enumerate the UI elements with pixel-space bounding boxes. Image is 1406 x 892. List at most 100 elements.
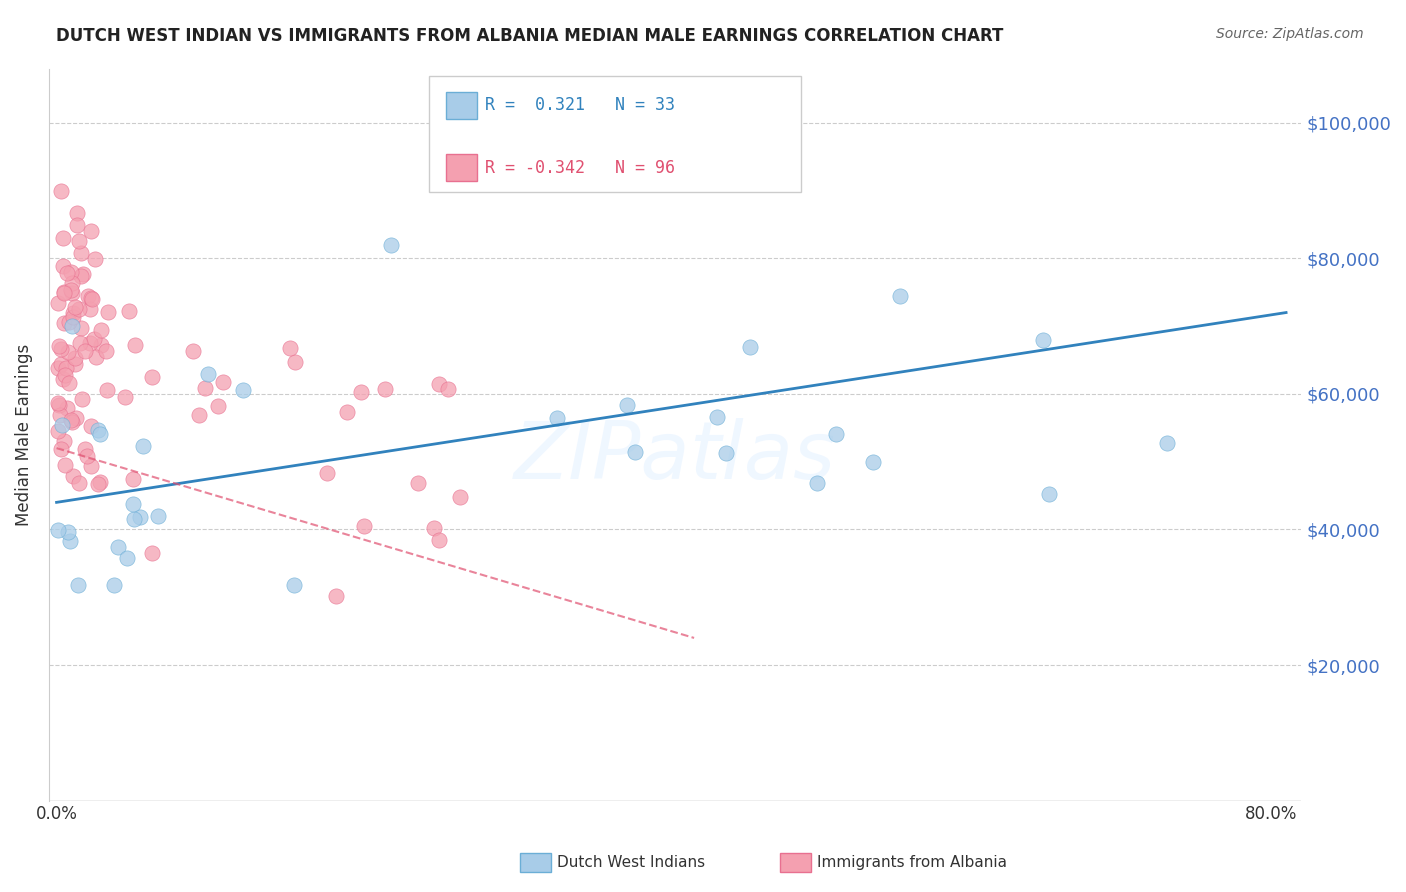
Point	[49, 409, 72, 423]
Point	[62, 306, 84, 320]
Point	[862, 455, 884, 469]
Point	[56, 401, 79, 416]
Point	[48, 339, 70, 353]
Point	[90, 323, 112, 337]
Point	[59, 533, 82, 548]
Text: Immigrants from Albania: Immigrants from Albania	[817, 855, 1007, 870]
Point	[46, 295, 69, 310]
Point	[107, 540, 129, 554]
Point	[103, 578, 125, 592]
Point	[188, 408, 211, 422]
Point	[63, 351, 86, 366]
Point	[129, 510, 152, 524]
Point	[86, 350, 108, 364]
Point	[65, 411, 87, 425]
Point	[66, 578, 89, 592]
Point	[1156, 436, 1178, 450]
Point	[49, 184, 72, 198]
Point	[283, 578, 305, 592]
Point	[716, 446, 738, 460]
Point	[824, 426, 846, 441]
Point	[46, 360, 69, 375]
Point	[58, 376, 80, 390]
Point	[53, 458, 76, 472]
Point	[89, 475, 111, 489]
Point	[70, 321, 93, 335]
Point	[52, 231, 75, 245]
Point	[60, 277, 83, 291]
Point	[59, 265, 82, 279]
Point	[96, 383, 118, 397]
Point	[1038, 486, 1060, 500]
Point	[94, 344, 117, 359]
Point	[87, 476, 110, 491]
Point	[80, 458, 103, 473]
Point	[56, 525, 79, 540]
Point	[325, 589, 347, 603]
Point	[284, 355, 307, 369]
Point	[114, 390, 136, 404]
Point	[46, 424, 69, 438]
Point	[84, 252, 107, 266]
Text: ZIPatlas: ZIPatlas	[515, 417, 837, 496]
Point	[80, 291, 103, 305]
Point	[62, 469, 84, 483]
Point	[336, 405, 359, 419]
Text: Dutch West Indians: Dutch West Indians	[557, 855, 704, 870]
Point	[76, 449, 98, 463]
Point	[60, 283, 83, 297]
Point	[48, 398, 70, 412]
Point	[79, 336, 101, 351]
Point	[437, 382, 460, 396]
Point	[66, 205, 89, 219]
Text: R = -0.342   N = 96: R = -0.342 N = 96	[485, 159, 675, 177]
Point	[62, 310, 84, 324]
Point	[67, 475, 90, 490]
Point	[52, 285, 75, 299]
Point	[97, 305, 120, 319]
Point	[83, 332, 105, 346]
Point	[90, 337, 112, 351]
Point	[207, 399, 229, 413]
Point	[406, 475, 429, 490]
Point	[60, 286, 83, 301]
Point	[122, 472, 145, 486]
Point	[79, 419, 101, 434]
Text: R =  0.321   N = 33: R = 0.321 N = 33	[485, 96, 675, 114]
Point	[706, 410, 728, 425]
Point	[56, 266, 79, 280]
Point	[49, 342, 72, 356]
Point	[53, 368, 76, 383]
Point	[740, 340, 762, 354]
Point	[72, 392, 94, 407]
Point	[232, 384, 254, 398]
Point	[69, 245, 91, 260]
Point	[67, 302, 90, 317]
Point	[51, 418, 73, 433]
Y-axis label: Median Male Earnings: Median Male Earnings	[15, 343, 32, 525]
Point	[1032, 333, 1054, 347]
Point	[60, 318, 83, 333]
Point	[77, 288, 100, 302]
Point	[806, 476, 828, 491]
Point	[353, 518, 375, 533]
Point	[141, 370, 163, 384]
Point	[46, 396, 69, 410]
Point	[69, 335, 91, 350]
Point	[49, 442, 72, 456]
Point	[65, 357, 87, 371]
Point	[449, 490, 471, 504]
Point	[122, 511, 145, 525]
Point	[52, 371, 75, 385]
Text: DUTCH WEST INDIAN VS IMMIGRANTS FROM ALBANIA MEDIAN MALE EARNINGS CORRELATION CH: DUTCH WEST INDIAN VS IMMIGRANTS FROM ALB…	[56, 27, 1004, 45]
Point	[124, 338, 146, 352]
Point	[63, 300, 86, 314]
Point	[75, 442, 97, 456]
Point	[46, 523, 69, 537]
Point	[53, 285, 76, 300]
Point	[427, 533, 450, 547]
Point	[66, 219, 89, 233]
Point	[115, 550, 138, 565]
Point	[212, 375, 235, 389]
Point	[422, 521, 444, 535]
